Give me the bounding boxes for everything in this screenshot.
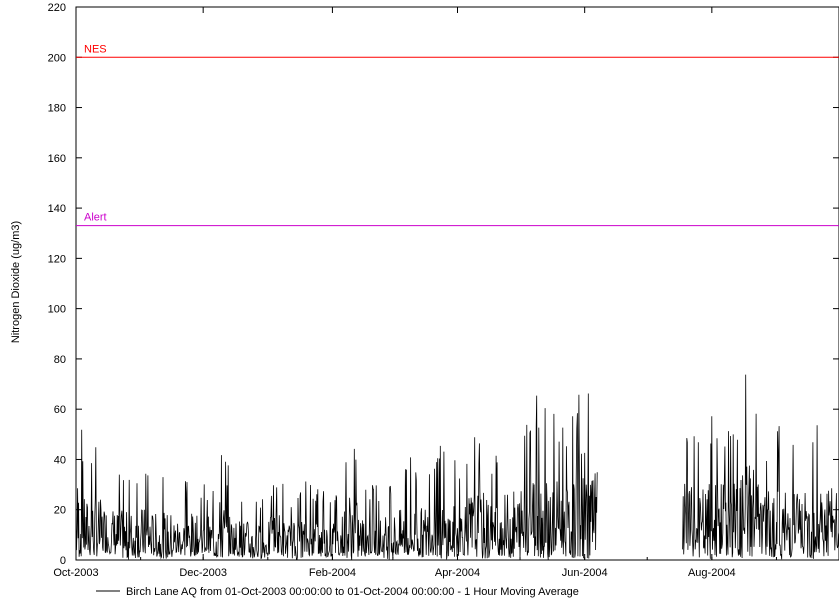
y-tick-label: 160 [48,153,66,165]
x-tick-label: Jun-2004 [562,567,608,579]
reference-line-label-nes: NES [84,43,107,55]
x-tick-label: Dec-2003 [179,567,227,579]
y-tick-label: 20 [54,505,66,517]
y-tick-label: 80 [54,354,66,366]
y-tick-label: 60 [54,404,66,416]
series-line-segment-1 [682,374,839,560]
reference-line-label-alert: Alert [84,212,107,224]
series-line-segment-0 [75,393,598,561]
legend: Birch Lane AQ from 01-Oct-2003 00:00:00 … [96,586,579,598]
legend-entry-label: Birch Lane AQ from 01-Oct-2003 00:00:00 … [126,586,579,598]
y-tick-label: 220 [48,2,66,14]
y-tick-label: 180 [48,103,66,115]
x-tick-label: Apr-2004 [435,567,480,579]
y-tick-label: 100 [48,304,66,316]
y-tick-label: 200 [48,52,66,64]
y-tick-label: 140 [48,203,66,215]
y-tick-label: 120 [48,253,66,265]
y-tick-label: 40 [54,454,66,466]
y-tick-label: 0 [60,555,66,567]
x-tick-label: Aug-2004 [688,567,736,579]
x-tick-label: Oct-2003 [53,567,98,579]
x-tick-label: Feb-2004 [309,567,356,579]
y-axis-label: Nitrogen Dioxide (ug/m3) [10,221,22,343]
